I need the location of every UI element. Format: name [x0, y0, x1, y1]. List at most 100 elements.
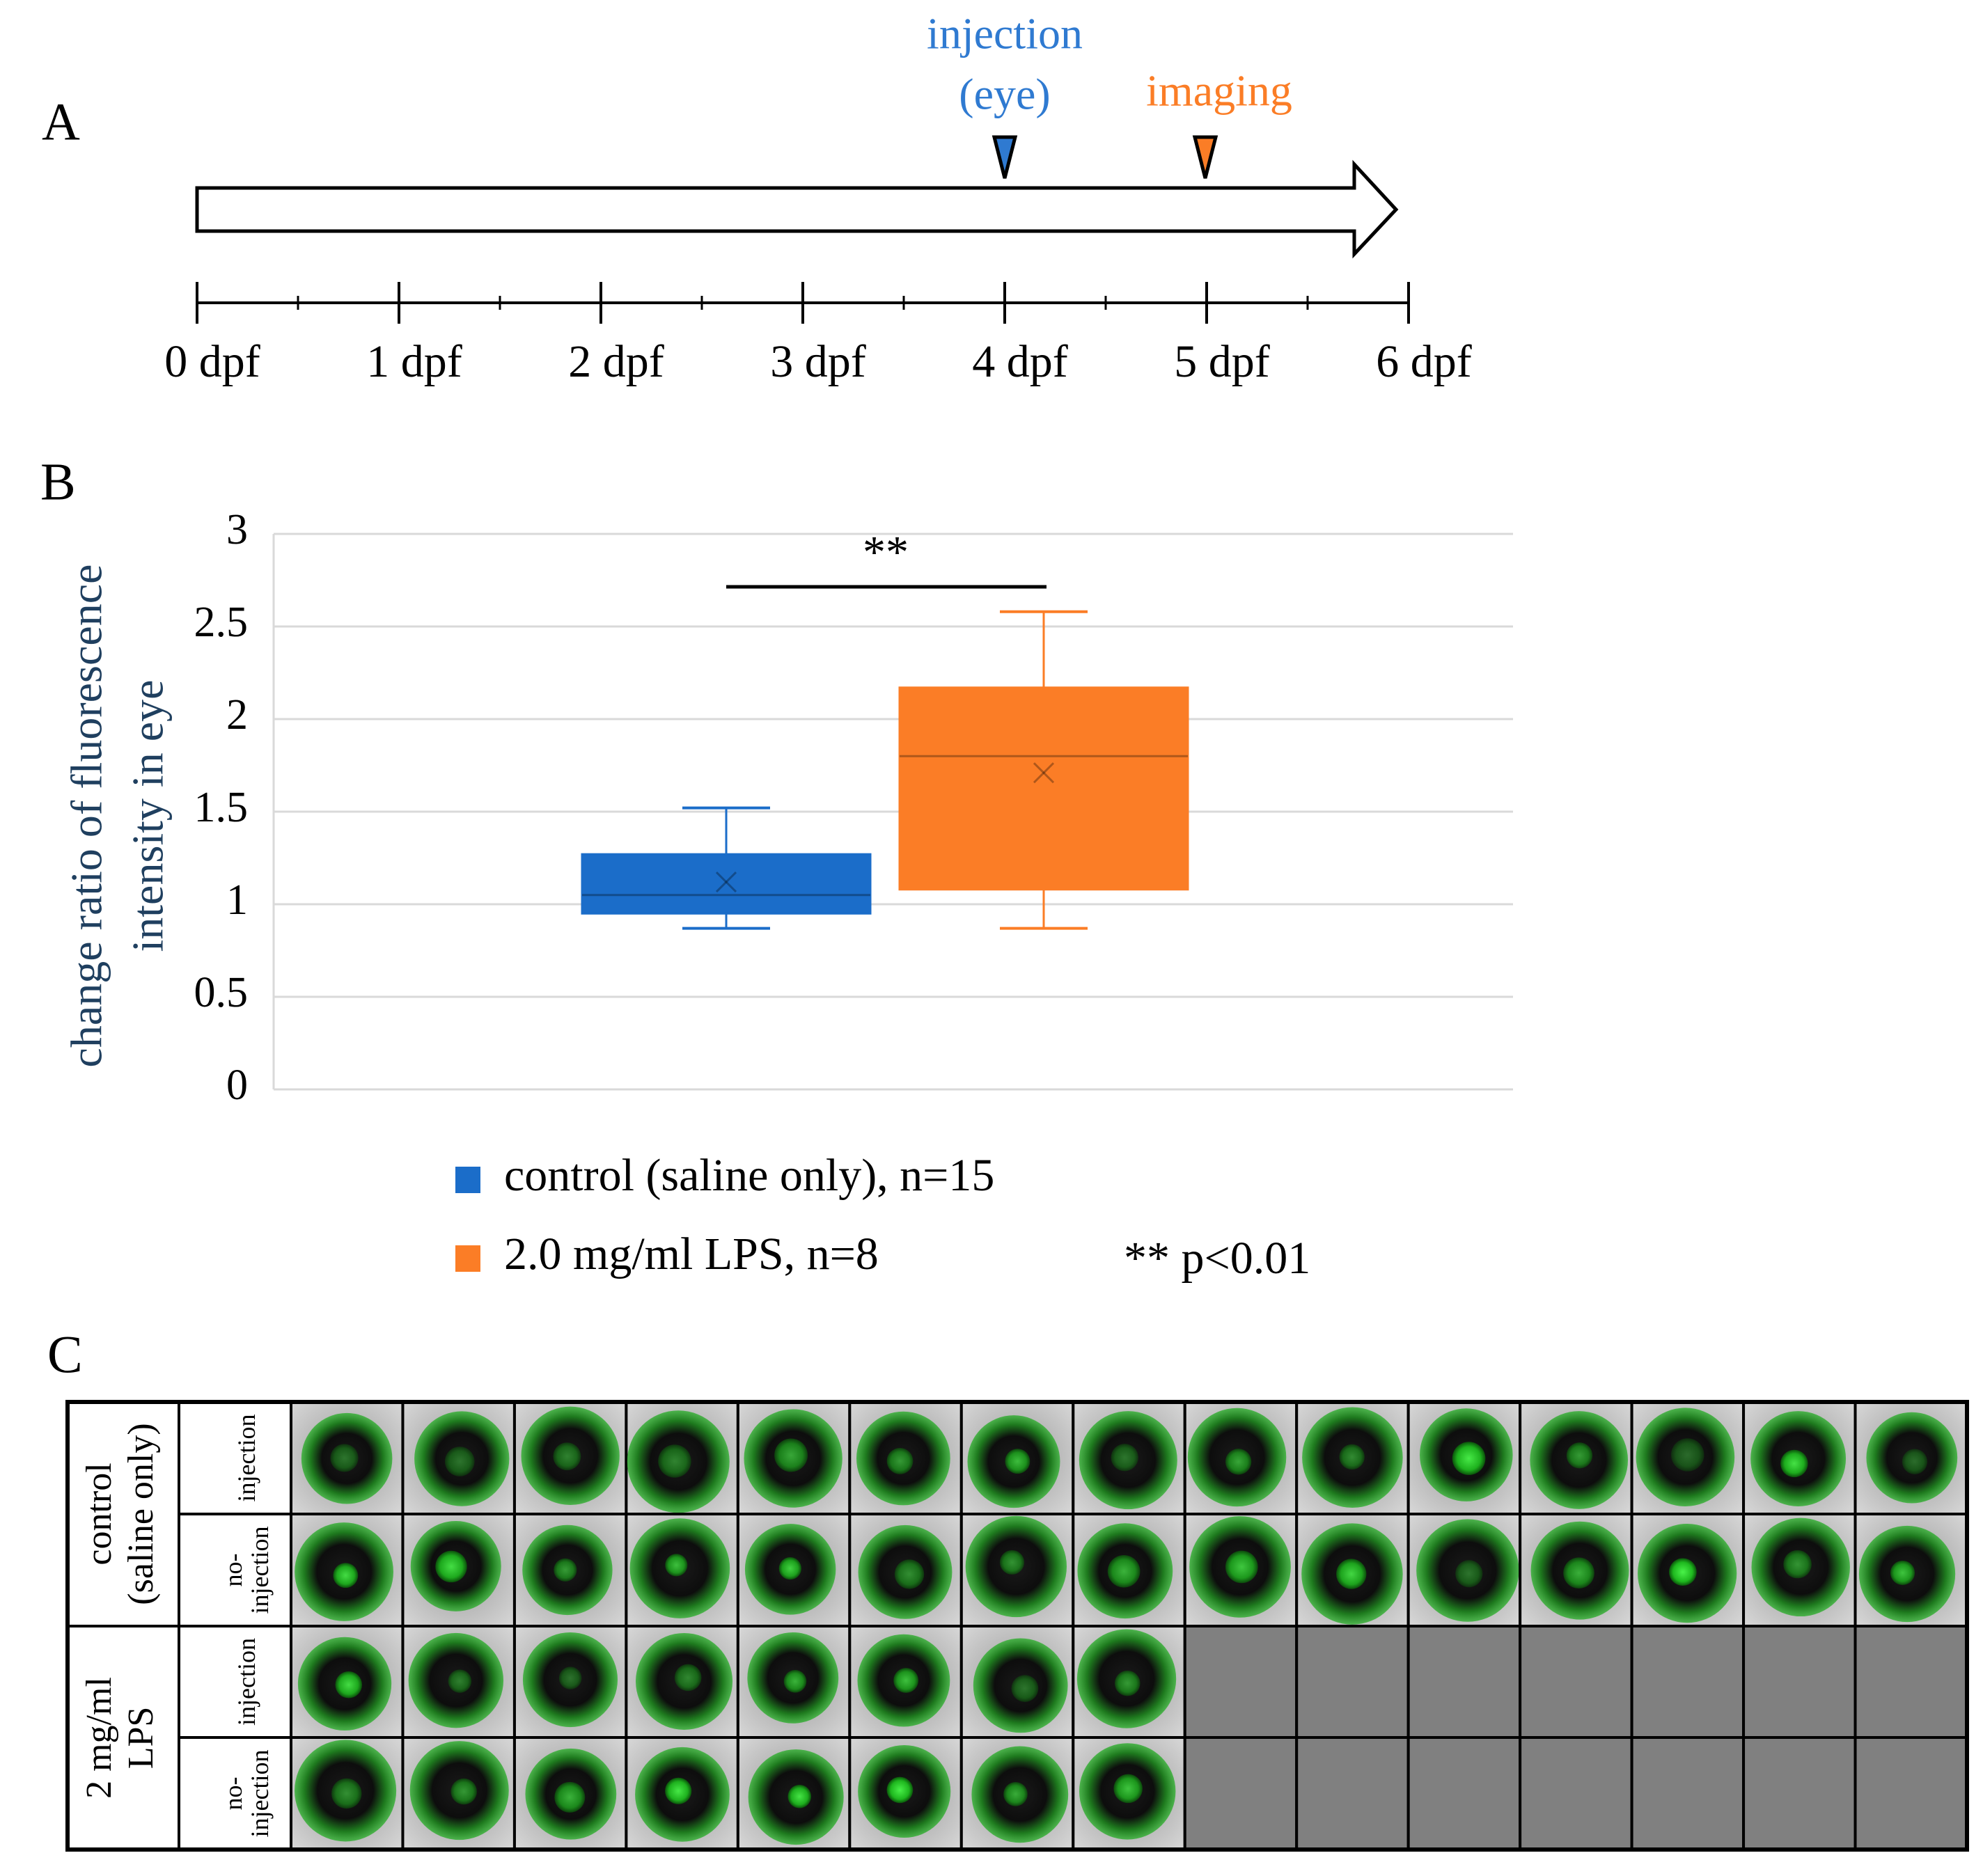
- timeline-label: 1 dpf: [366, 336, 462, 387]
- eye-lens: [1336, 1559, 1367, 1589]
- row-cell: [178, 1736, 292, 1851]
- image-grid: control (saline only) injectionno-injectio…: [65, 1400, 1969, 1852]
- grid-border: [65, 1400, 1969, 1852]
- eye-lens: [558, 1666, 582, 1689]
- eye-lens: [1452, 1442, 1486, 1475]
- y-tick-label: 2.5: [194, 599, 249, 646]
- panel-label: B: [40, 452, 76, 511]
- eye-lens: [783, 1670, 807, 1693]
- eye-lens: [774, 1438, 808, 1472]
- empty-cell: [1742, 1736, 1857, 1851]
- y-axis-label: intensity in eye: [123, 679, 173, 952]
- timeline-label: 2 dpf: [568, 336, 664, 387]
- eye-lens: [1671, 1438, 1704, 1472]
- eye-lens: [444, 1447, 475, 1476]
- box-chart: 0 0.5 1 1.5 2 2.5 3 change ratio of fluorescenc…: [62, 506, 1513, 1284]
- empty-cell: [1742, 1625, 1857, 1739]
- eye-lens: [435, 1550, 467, 1583]
- eye-lens: [1107, 1554, 1141, 1588]
- eye-lens: [1111, 1444, 1138, 1472]
- y-tick-label: 2: [226, 691, 248, 739]
- empty-cell: [1406, 1736, 1522, 1851]
- injection-label: (eye): [959, 70, 1050, 119]
- empty-cell: [1630, 1625, 1746, 1739]
- eye-lens: [1902, 1449, 1928, 1474]
- eye-lens: [331, 1778, 362, 1809]
- panel-label: A: [42, 93, 80, 151]
- eye-lens: [1783, 1550, 1812, 1579]
- eye-lens: [1113, 1774, 1143, 1804]
- eye-lens: [1115, 1670, 1141, 1696]
- y-tick-label: 3: [226, 506, 248, 553]
- eye-lens: [1003, 1782, 1028, 1806]
- eye-lens: [674, 1664, 702, 1692]
- row-cell: [178, 1625, 292, 1739]
- eye-lens: [1339, 1444, 1365, 1470]
- empty-cell: [1630, 1736, 1746, 1851]
- empty-cell: [1853, 1625, 1969, 1739]
- group-label: (saline only): [121, 1423, 161, 1605]
- eye-lens: [778, 1557, 801, 1580]
- empty-cell: [1406, 1625, 1522, 1739]
- empty-cell: [1853, 1736, 1969, 1851]
- eye-lens: [665, 1554, 688, 1577]
- timeline-label: 5 dpf: [1174, 336, 1270, 387]
- y-tick-label: 1: [226, 876, 248, 924]
- eye-lens: [450, 1778, 477, 1805]
- timeline-label: 6 dpf: [1376, 336, 1472, 387]
- eye-lens: [787, 1785, 811, 1808]
- empty-cell: [1519, 1736, 1633, 1851]
- row-label: injection: [233, 1414, 260, 1502]
- significance-note: ** p<0.01: [1124, 1233, 1310, 1284]
- eye-lens: [658, 1444, 691, 1478]
- y-tick-label: 0.5: [194, 969, 249, 1016]
- eye-lens: [1780, 1449, 1808, 1478]
- box: [581, 853, 872, 915]
- eye-lens: [335, 1671, 362, 1698]
- legend-label: control (saline only), n=15: [504, 1150, 994, 1201]
- imaging-label: imaging: [1146, 66, 1292, 116]
- empty-cell: [1295, 1736, 1410, 1851]
- injection-marker: [991, 135, 1018, 179]
- empty-cell: [1183, 1736, 1299, 1851]
- eye-lens: [999, 1550, 1025, 1575]
- eye-lens: [1566, 1442, 1593, 1469]
- empty-cell: [1295, 1625, 1410, 1739]
- y-tick-label: 0: [226, 1062, 248, 1109]
- row-label: injection: [233, 1638, 260, 1726]
- imaging-marker: [1192, 135, 1218, 179]
- eye-lens: [554, 1781, 586, 1813]
- row-label: no-: [219, 1777, 247, 1811]
- panel-label: C: [47, 1325, 83, 1384]
- eye-lens: [1890, 1560, 1915, 1585]
- eye-lens: [1455, 1560, 1483, 1588]
- eye-lens: [893, 1668, 919, 1693]
- box: [898, 686, 1189, 891]
- y-tick-label: 1.5: [194, 784, 249, 831]
- eye-lens: [553, 1442, 581, 1471]
- group-label: LPS: [121, 1707, 161, 1769]
- group-label: 2 mg/ml: [79, 1677, 119, 1799]
- eye-lens: [330, 1444, 359, 1472]
- timeline-arrow: [195, 159, 1399, 259]
- eye-lens: [886, 1448, 914, 1474]
- eye-lens: [1011, 1675, 1039, 1702]
- eye-lens: [1005, 1449, 1030, 1474]
- mean-stroke: [1033, 762, 1055, 784]
- mean-stroke: [715, 872, 737, 893]
- eye-lens: [333, 1563, 359, 1589]
- significance-label: **: [863, 527, 909, 578]
- legend-swatch: [455, 1167, 480, 1193]
- y-axis-label: change ratio of fluorescence: [62, 564, 111, 1067]
- timeline: 0 dpf 1 dpf 2 dpf 3 dpf 4 dpf 5 dpf 6 dpf: [164, 282, 1472, 387]
- eye-lens: [448, 1669, 472, 1693]
- timeline-label: 4 dpf: [972, 336, 1068, 387]
- eye-lens: [554, 1558, 577, 1582]
- mean-marker: [715, 872, 737, 893]
- legend-swatch: [455, 1245, 480, 1272]
- timeline-label: 3 dpf: [770, 336, 866, 387]
- timeline-label: 0 dpf: [164, 336, 260, 387]
- eye-lens: [665, 1777, 692, 1804]
- eye-lens: [1225, 1449, 1252, 1475]
